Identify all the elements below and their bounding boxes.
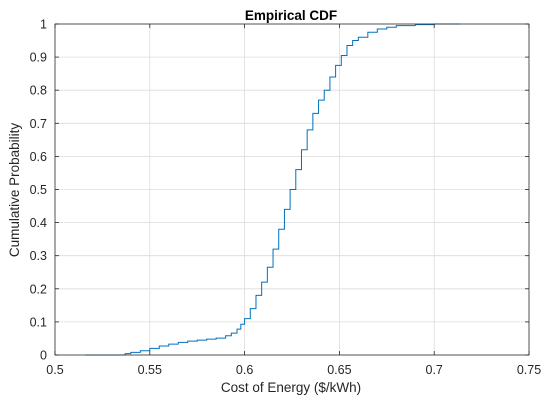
x-tick-label: 0.7 bbox=[426, 363, 443, 377]
y-tick-label: 0.4 bbox=[30, 216, 47, 230]
tick-marks bbox=[54, 23, 530, 356]
y-tick-label: 0.1 bbox=[30, 315, 47, 329]
x-tick-label: 0.5 bbox=[46, 363, 63, 377]
y-tick-labels: 0 0.1 0.2 0.3 0.4 0.5 0.6 0.7 0.8 0.9 1 bbox=[30, 18, 47, 363]
y-tick-label: 0.6 bbox=[30, 150, 47, 164]
y-tick-label: 0.7 bbox=[30, 117, 47, 131]
grid-lines bbox=[55, 24, 529, 355]
x-tick-label: 0.55 bbox=[138, 363, 162, 377]
cdf-series-line bbox=[85, 23, 461, 356]
series-layer bbox=[85, 23, 461, 356]
y-tick-label: 0.5 bbox=[30, 183, 47, 197]
chart-title: Empirical CDF bbox=[245, 8, 337, 23]
y-tick-label: 0.8 bbox=[30, 84, 47, 98]
y-tick-label: 0.2 bbox=[30, 282, 47, 296]
x-axis-title: Cost of Energy ($/kWh) bbox=[221, 380, 361, 395]
y-tick-label: 0.3 bbox=[30, 249, 47, 263]
y-axis-title: Cumulative Probability bbox=[7, 123, 22, 258]
x-tick-label: 0.65 bbox=[327, 363, 351, 377]
x-tick-label: 0.75 bbox=[517, 363, 541, 377]
y-tick-label: 0 bbox=[40, 349, 47, 363]
y-tick-label: 1 bbox=[40, 18, 47, 32]
x-tick-label: 0.6 bbox=[236, 363, 253, 377]
y-tick-label: 0.9 bbox=[30, 51, 47, 65]
x-tick-labels: 0.5 0.55 0.6 0.65 0.7 0.75 bbox=[46, 363, 541, 377]
